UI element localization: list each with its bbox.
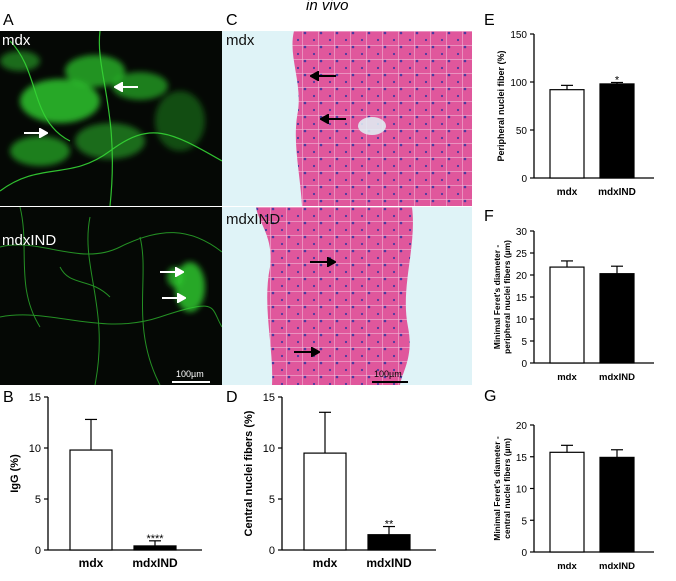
panel-letter-e: E [484,12,495,29]
y-tick-label: 0 [521,548,527,559]
he-texture [292,31,472,206]
panel-letter-a: A [3,12,14,29]
y-axis-label: Peripheral nuclei fiber (%) [496,50,506,161]
x-tick-label: mdx [313,556,338,570]
bar-chart-igg: 0 5 10 15 mdx **** mdxIND IgG (%) [9,392,202,570]
x-tick-label: mdx [557,561,577,572]
x-tick-label: mdx [557,372,577,383]
bar-chart-feret-peripheral: 0 5 10 15 20 25 30 mdx mdxIND Minimal Feret's dia… [492,227,654,383]
y-tick-label: 150 [510,30,527,41]
bar-chart-central-nuclei: 0 5 10 15 mdx ** mdxIND Central nuclei fibers (… [243,392,436,570]
y-tick-label: 15 [29,392,41,404]
arrow-icon [320,114,346,124]
significance-label: **** [146,533,164,545]
x-tick-label: mdxIND [598,187,636,198]
y-tick-label: 0 [35,545,41,557]
y-tick-label: 5 [269,494,275,506]
bar-mdxIND [367,534,411,551]
y-tick-label: 10 [29,443,41,455]
arrow-icon [162,293,186,303]
scale-bar [172,381,210,383]
bar-mdxIND [599,273,635,364]
arrow-icon [310,71,336,81]
y-axis-label-line2: central nuclei fibers (µm) [502,438,512,539]
scale-bar-label: 100µm [176,369,204,379]
x-tick-label: mdxIND [599,372,635,383]
y-tick-label: 0 [521,359,527,370]
bar-chart-peripheral-nuclei: 0 50 100 150 mdx * mdxIND Peripheral nuclei fib… [496,30,654,198]
arrow-icon [114,82,138,92]
y-tick-label: 20 [516,271,528,282]
x-tick-label: mdxIND [599,561,635,572]
y-tick-label: 15 [263,392,275,404]
arrow-icon [24,128,48,138]
panel-letter-d: D [226,389,238,406]
bar-mdx [549,266,585,364]
y-tick-label: 10 [516,315,528,326]
arrow-icon [310,257,336,267]
arrow-icon [160,267,184,277]
y-tick-label: 15 [516,453,528,464]
image-label-mdxind: mdxIND [226,211,281,228]
y-tick-label: 100 [510,78,527,89]
panel-letter-g: G [484,388,497,405]
y-tick-label: 0 [269,545,275,557]
y-tick-label: 10 [516,485,528,496]
significance-label: ** [385,519,394,531]
y-tick-label: 10 [263,443,275,455]
y-axis-label-line2: peripheral nuclei fibers (µm) [502,240,512,354]
panel-letter-b: B [3,389,14,406]
arrow-icon [294,347,320,357]
x-tick-label: mdx [79,556,104,570]
bar-mdxIND [599,83,635,179]
fluorescence-image-mdxind: mdxIND 100µm [0,207,222,385]
bar-chart-feret-central: 0 5 10 15 20 mdx mdxIND Minimal Feret's diamete… [492,421,654,572]
x-tick-label: mdx [557,187,578,198]
y-tick-label: 5 [35,494,41,506]
y-tick-label: 25 [516,249,528,260]
bar-mdx [69,449,113,551]
panel-letter-c: C [226,12,238,29]
fluorescence-texture [0,31,222,206]
fluorescence-image-mdx: mdx [0,31,222,206]
bar-mdx [549,89,585,179]
y-tick-label: 5 [521,516,527,527]
bar-mdxIND [599,456,635,553]
y-tick-label: 50 [516,126,528,137]
scale-bar [372,381,408,383]
he-texture [256,207,413,385]
y-axis-label: Central nuclei fibers (%) [243,410,255,536]
x-tick-label: mdxIND [132,556,178,570]
x-tick-label: mdxIND [366,556,412,570]
bar-mdxIND [133,545,177,551]
y-tick-label: 15 [516,293,528,304]
y-axis-label: Minimal Feret's diameter - [492,436,502,541]
y-axis-label: Minimal Feret's diameter - [492,245,502,350]
image-label-mdx: mdx [226,32,255,49]
scale-bar-label: 100µm [374,369,402,379]
y-tick-label: 20 [516,421,528,432]
y-axis-label: IgG (%) [9,454,21,493]
y-tick-label: 5 [521,337,527,348]
significance-label: * [615,74,620,86]
he-image-mdx: mdx [222,31,472,206]
title-text: in vivo [306,0,349,14]
image-label-mdx: mdx [2,32,31,49]
bar-mdx [303,452,347,551]
bar-mdx [549,451,585,553]
y-tick-label: 0 [521,174,527,185]
panel-letter-f: F [484,208,494,225]
image-label-mdxind: mdxIND [2,232,57,249]
y-tick-label: 30 [516,227,528,238]
he-image-mdxind: mdxIND 100µm [222,207,472,385]
